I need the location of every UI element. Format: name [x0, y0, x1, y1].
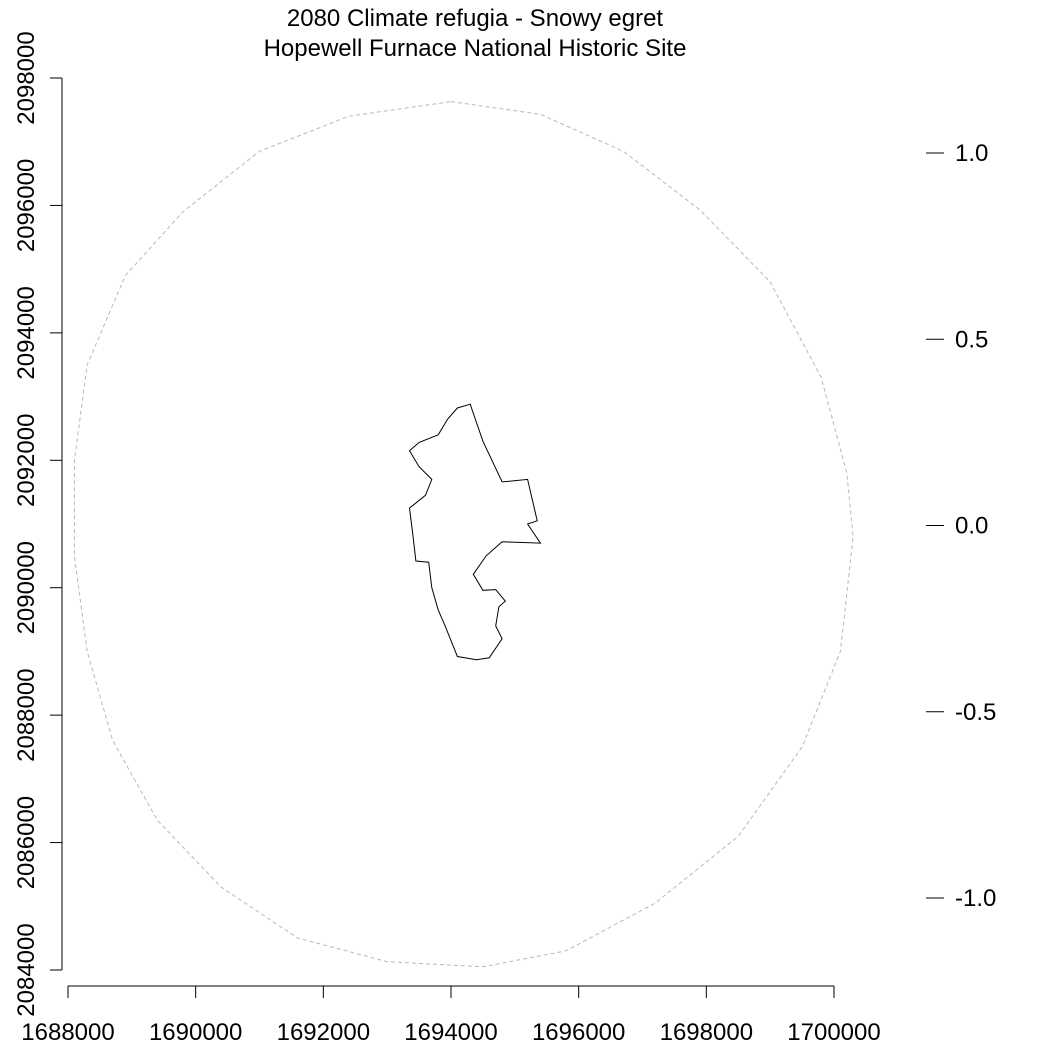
x-tick-label: 1694000 — [404, 1019, 497, 1046]
scale-tick-label: 1.0 — [955, 140, 988, 167]
scale-tick-label: -1.0 — [955, 885, 996, 912]
x-tick-label: 1696000 — [532, 1019, 625, 1046]
x-tick-label: 1700000 — [787, 1019, 880, 1046]
y-tick-label: 2088000 — [13, 668, 40, 761]
scale-tick-label: 0.0 — [955, 513, 988, 540]
y-tick-label: 2092000 — [13, 414, 40, 507]
map-title: 2080 Climate refugia - Snowy egret Hopew… — [264, 5, 687, 62]
y-tick-label: 2086000 — [13, 796, 40, 889]
map-title-line-2: Hopewell Furnace National Historic Site — [264, 35, 687, 62]
legend-scale-axis: 1.0 0.5 0.0 -0.5 -1.0 — [926, 140, 996, 912]
map-features — [73, 101, 854, 968]
buffer-ring — [73, 101, 854, 968]
x-tick-label: 1690000 — [149, 1019, 242, 1046]
scale-tick-label: -0.5 — [955, 699, 996, 726]
x-tick-label: 1692000 — [277, 1019, 370, 1046]
y-tick-label: 2098000 — [13, 31, 40, 124]
y-tick-label: 2094000 — [13, 286, 40, 379]
x-tick-label: 1698000 — [660, 1019, 753, 1046]
y-tick-label: 2096000 — [13, 159, 40, 252]
x-axis: 1688000 1690000 1692000 1694000 1696000 16980… — [21, 985, 881, 1046]
y-tick-label: 2084000 — [13, 923, 40, 1016]
y-axis: 2084000 2086000 2088000 2090000 2092000 20940… — [13, 31, 63, 1017]
x-tick-label: 1688000 — [21, 1019, 114, 1046]
scale-tick-label: 0.5 — [955, 326, 988, 353]
y-tick-label: 2090000 — [13, 541, 40, 634]
map-title-line-1: 2080 Climate refugia - Snowy egret — [287, 5, 664, 32]
park-boundary — [408, 403, 542, 661]
